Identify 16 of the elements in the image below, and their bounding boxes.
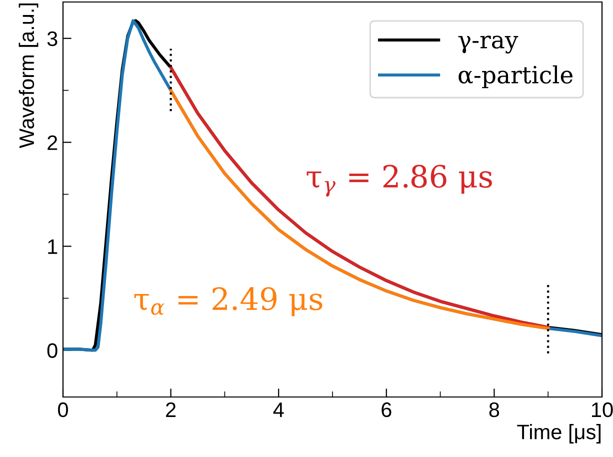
- x-axis-title: Time [μs]: [517, 424, 601, 444]
- legend-label: α-particle: [458, 65, 572, 88]
- legend-label: γ-ray: [458, 36, 518, 54]
- y-tick-label: 3: [47, 31, 58, 46]
- y-tick-label: 2: [48, 135, 58, 150]
- x-tick-label: 8: [489, 402, 500, 418]
- y-axis-title: Waveform [a.u.]: [18, 3, 38, 148]
- annotation: τ$_{γ}$ = 2.86 μs: [306, 164, 492, 197]
- x-tick-label: 10: [592, 402, 613, 418]
- y-tick-label: 1: [48, 239, 58, 254]
- annotation: τ$_{α}$ = 2.49 μs: [134, 287, 322, 316]
- x-tick-label: 4: [273, 402, 284, 417]
- x-tick-label: 6: [382, 402, 392, 418]
- x-tick-label: 2: [166, 402, 176, 417]
- x-tick-label: 0: [58, 402, 68, 418]
- y-tick-label: 0: [47, 343, 58, 358]
